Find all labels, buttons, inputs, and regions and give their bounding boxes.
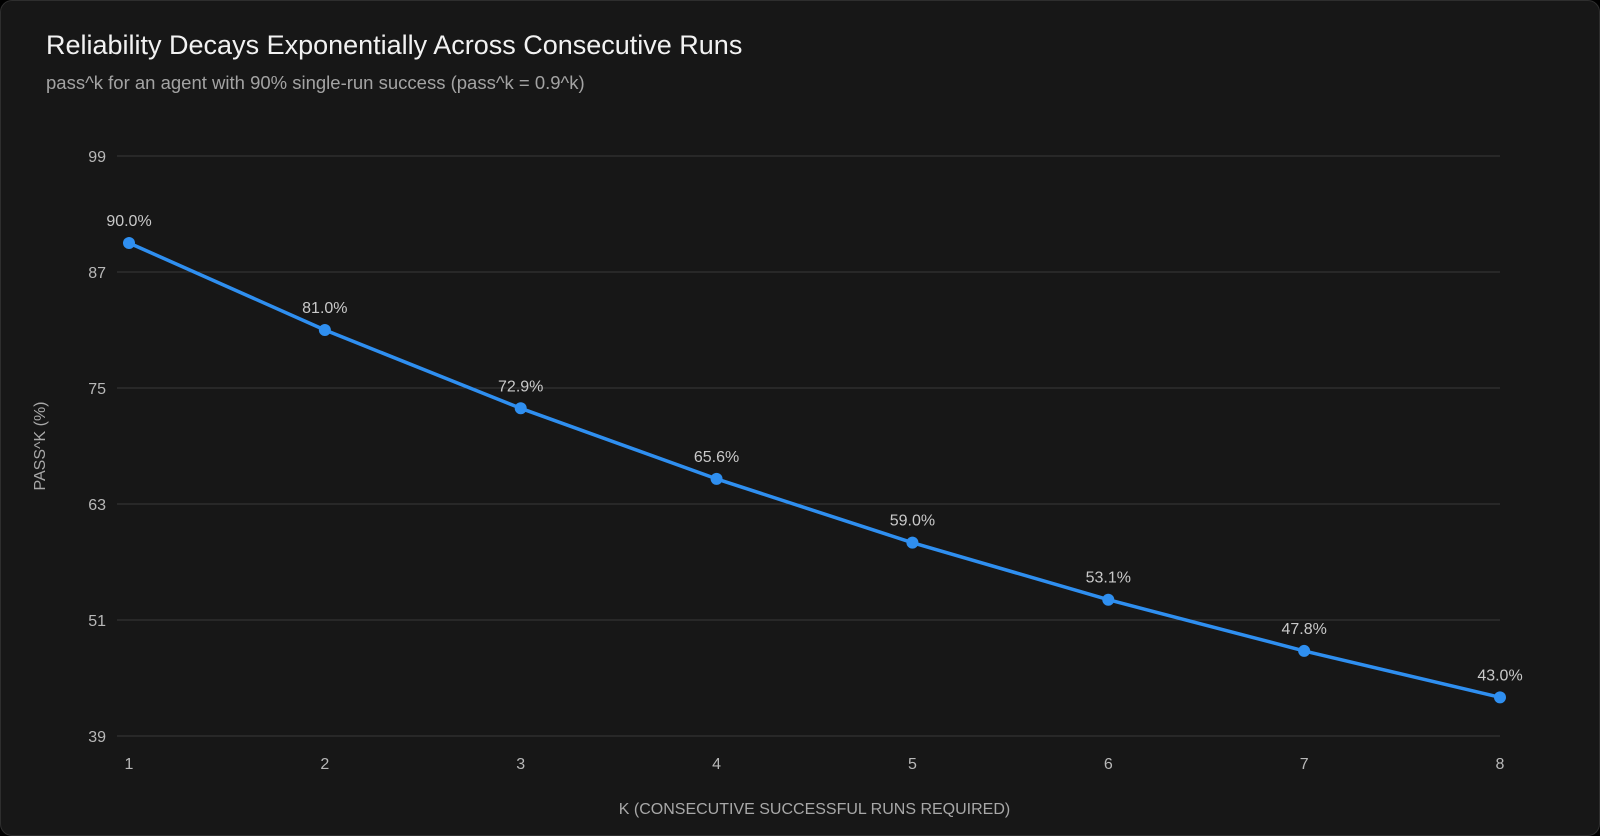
y-tick-label: 39 (88, 729, 106, 746)
x-axis-label: K (CONSECUTIVE SUCCESSFUL RUNS REQUIRED) (619, 801, 1010, 818)
series-line (127, 241, 1502, 700)
x-tick-label: 3 (516, 756, 525, 773)
y-axis-ticks: 39 51 63 75 87 99 (88, 149, 106, 746)
y-tick-label: 87 (88, 265, 106, 282)
y-tick-label: 75 (88, 381, 106, 398)
data-point (710, 472, 723, 485)
chart-subtitle: pass^k for an agent with 90% single-run … (46, 72, 585, 93)
y-tick-label: 63 (88, 497, 106, 514)
data-point (1494, 691, 1506, 704)
data-labels: 90.0% 81.0% 72.9% 65.6% 59.0% 53.1% 47.8% 43.0% (106, 213, 1522, 684)
data-label: 47.8% (1281, 621, 1326, 638)
data-label: 90.0% (106, 213, 151, 230)
gridlines (117, 155, 1500, 737)
data-points (123, 237, 1506, 704)
x-tick-label: 1 (125, 756, 134, 773)
chart-title: Reliability Decays Exponentially Across … (46, 30, 743, 60)
data-point (514, 402, 527, 415)
data-point (318, 324, 331, 336)
x-tick-label: 7 (1300, 756, 1309, 773)
y-axis-label: PASS^K (%) (32, 401, 49, 490)
x-tick-label: 5 (908, 756, 917, 773)
x-tick-label: 8 (1496, 756, 1505, 773)
data-point (1298, 644, 1311, 657)
data-label: 72.9% (498, 378, 543, 395)
x-tick-label: 6 (1104, 756, 1113, 773)
data-label: 59.0% (890, 513, 935, 530)
x-axis-ticks: 1 2 3 4 5 6 7 8 (125, 756, 1505, 773)
y-tick-label: 99 (88, 149, 106, 166)
data-point (1102, 593, 1115, 606)
y-tick-label: 51 (88, 613, 106, 630)
x-tick-label: 2 (320, 756, 329, 773)
data-label: 65.6% (694, 449, 739, 466)
data-point (906, 536, 919, 549)
data-point (123, 237, 135, 249)
data-label: 43.0% (1477, 667, 1522, 684)
x-tick-label: 4 (712, 756, 721, 773)
data-label: 53.1% (1086, 570, 1131, 587)
data-label: 81.0% (302, 300, 347, 317)
